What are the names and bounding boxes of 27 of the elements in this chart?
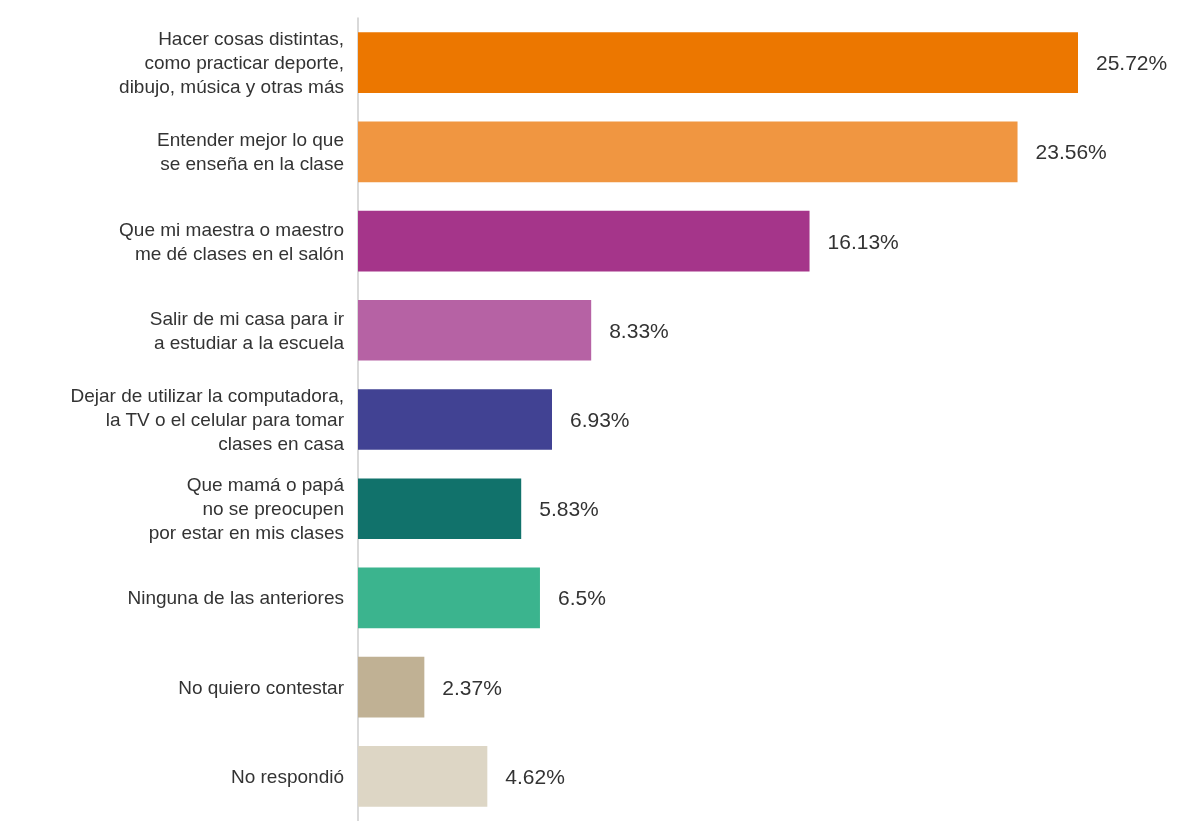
data-label: 6.5% xyxy=(557,586,606,610)
data-label: 6.93% xyxy=(570,408,630,431)
y-tick-label: Dejar de utilizar la computadora, la TV o el celular para tomar clases en casa xyxy=(70,385,345,454)
bar xyxy=(358,478,522,540)
bar xyxy=(358,299,592,361)
data-label: 16.13% xyxy=(827,229,899,253)
bar xyxy=(358,567,540,629)
data-label: 2.37% xyxy=(442,675,502,699)
data-label: 8.33% xyxy=(609,318,669,342)
y-tick-label: Hacer cosas distintas, como practicar deporte, dibujo, música y otras más xyxy=(119,28,344,98)
bar xyxy=(358,656,425,718)
y-tick-label: No quiero contestar xyxy=(178,676,345,698)
y-tick-label: Que mamá o papá no se preocupen por estar en mis clases xyxy=(148,474,345,544)
bar xyxy=(358,389,552,450)
y-tick-label: Que mi maestra o maestro me dé clases en el salón xyxy=(119,218,344,264)
bar xyxy=(358,121,1018,183)
y-tick-label: No respondió xyxy=(230,765,344,787)
bar xyxy=(358,32,1078,93)
data-label: 25.72% xyxy=(1096,51,1168,75)
bar xyxy=(358,746,488,807)
y-tick-label: Salir de mi casa para ir a estudiar a la escuela xyxy=(149,307,345,353)
data-label: 23.56% xyxy=(1035,140,1107,164)
bar xyxy=(358,210,810,272)
y-tick-label: Ninguna de las anteriores xyxy=(127,587,344,609)
data-label: 5.83% xyxy=(539,497,599,521)
data-label: 4.62% xyxy=(505,764,565,788)
y-tick-label: Entender mejor lo que se enseña en la clase xyxy=(157,129,344,175)
